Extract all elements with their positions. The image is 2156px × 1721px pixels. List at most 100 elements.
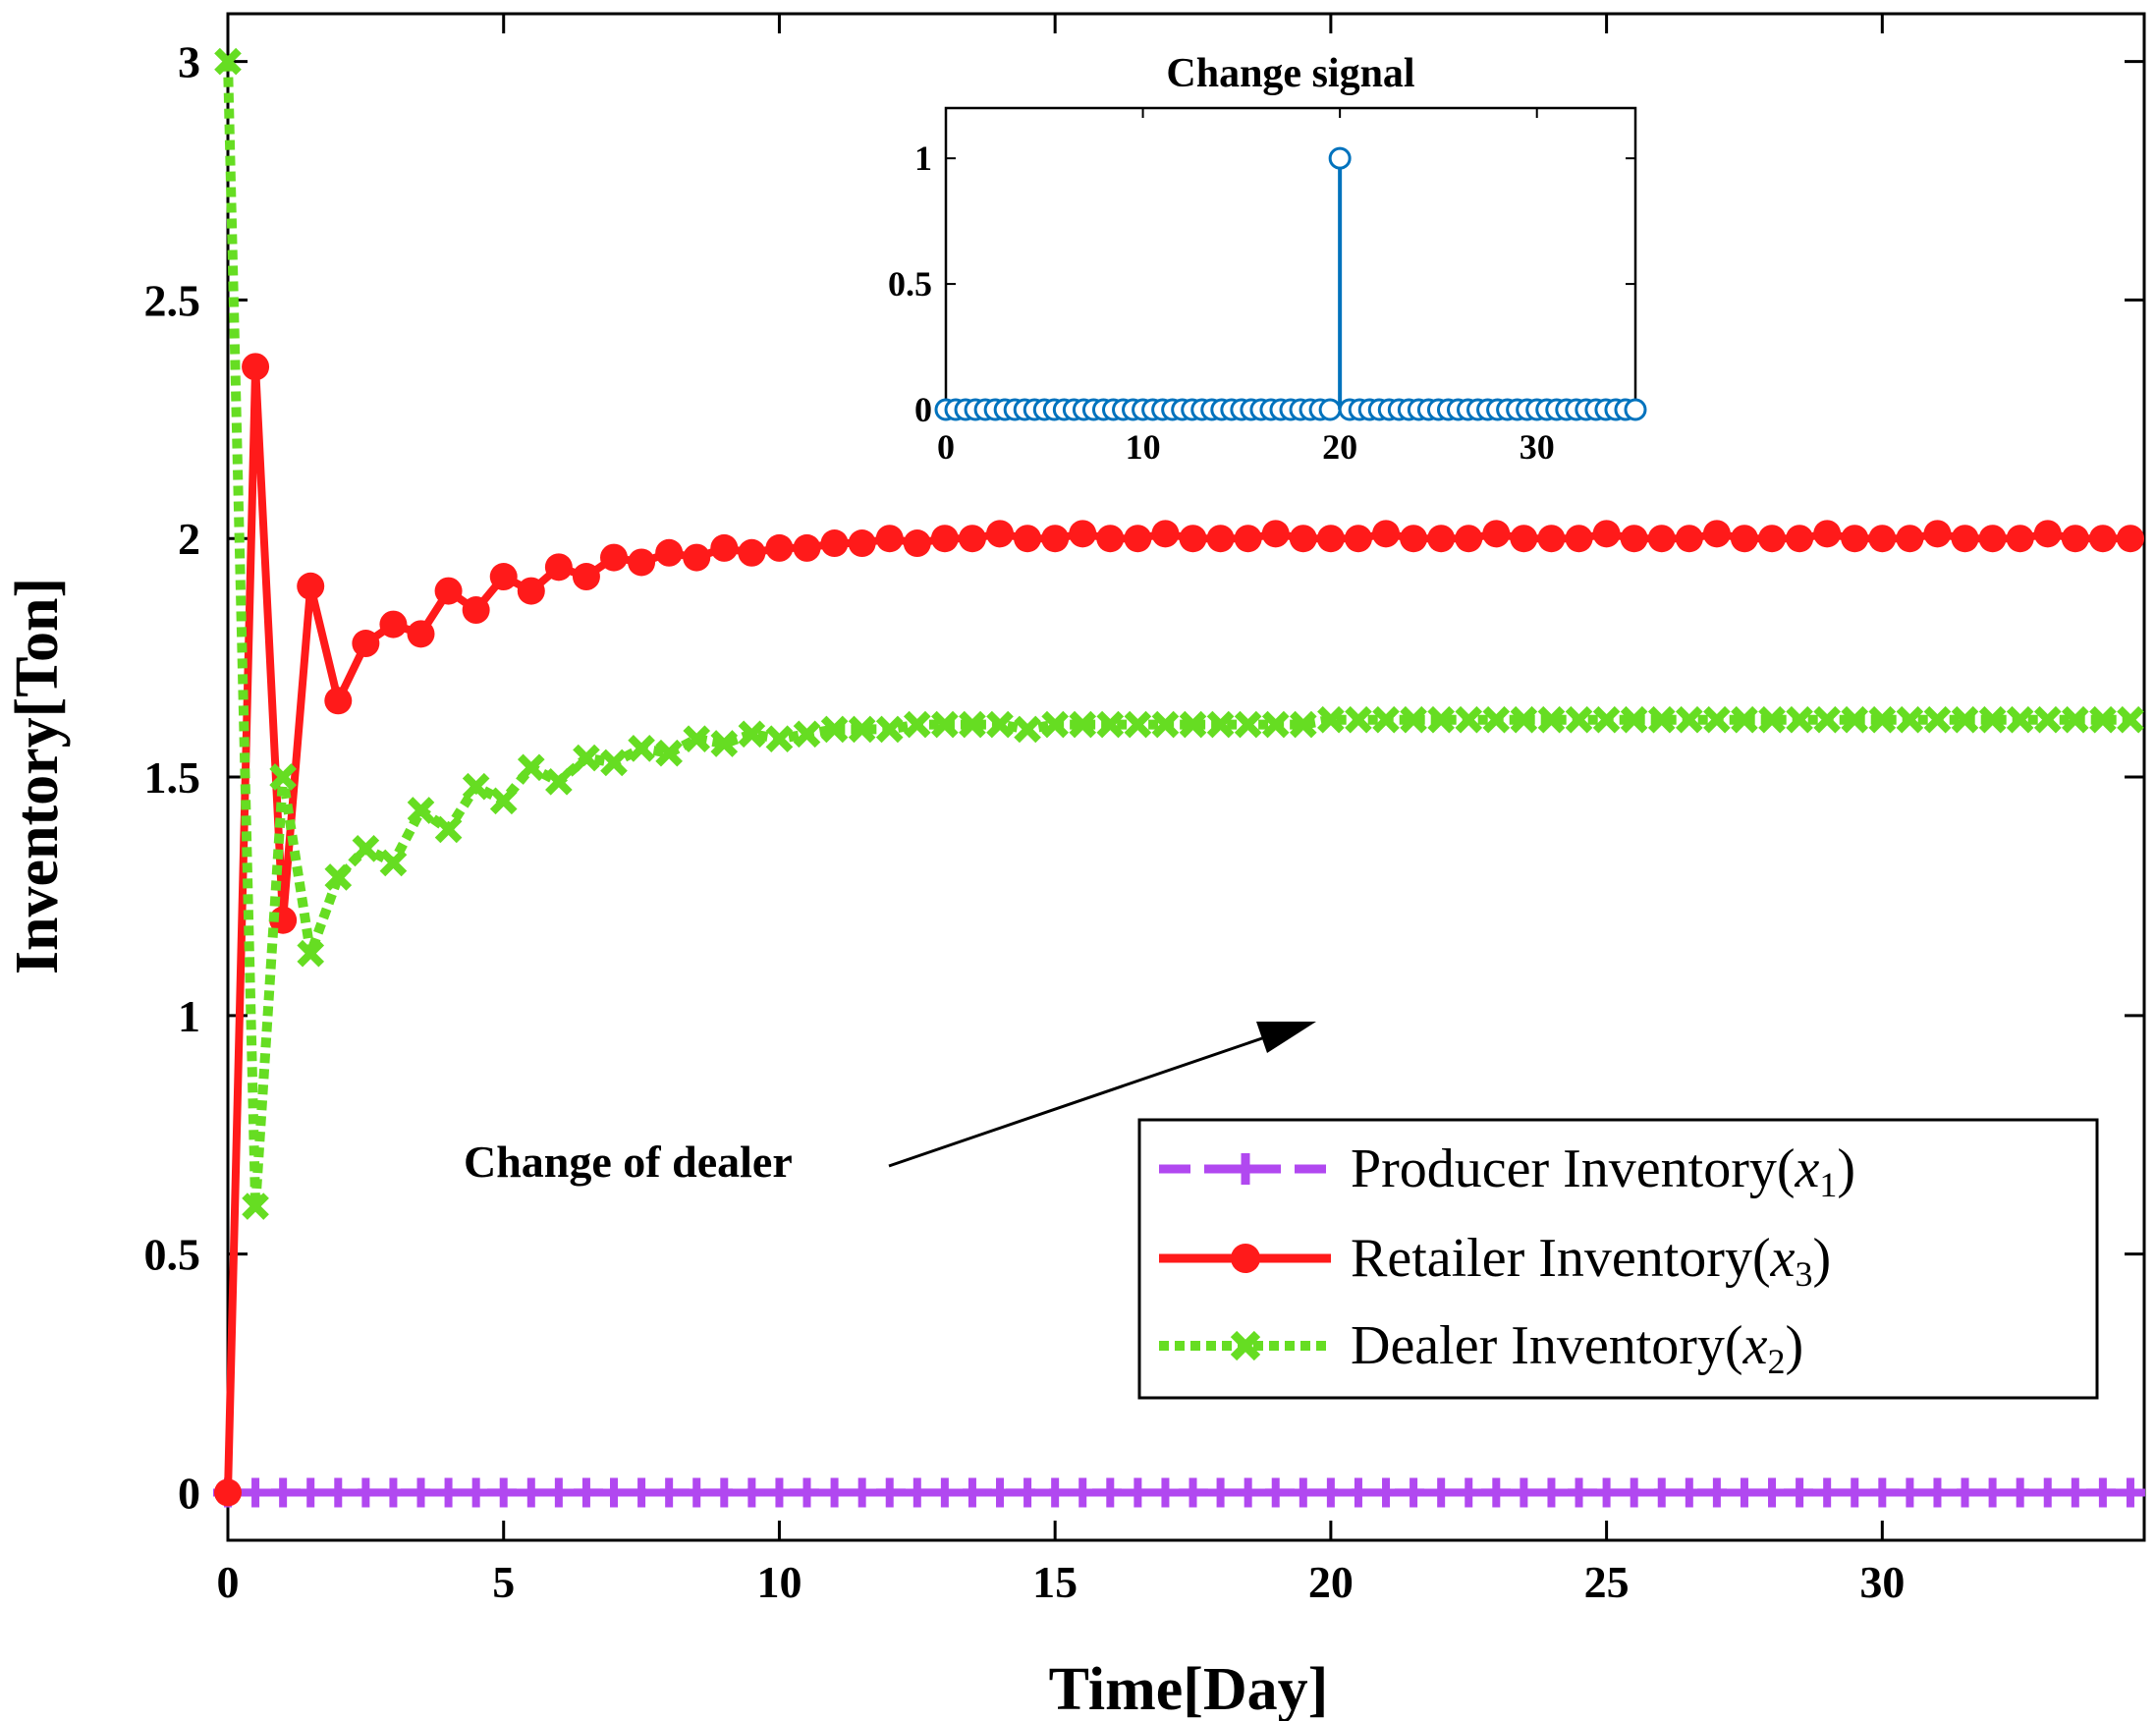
legend: Producer Inventory(x1) Retailer Inventor… [1137,1118,2099,1400]
inset-stem-marker [1624,398,1647,421]
data-point-dealer [2117,705,2144,734]
data-point-dealer [793,720,821,749]
data-point-dealer [931,710,959,739]
data-point-producer [571,1477,601,1508]
data-point-retailer [462,596,490,625]
data-point-retailer [1041,525,1070,553]
legend-marker-producer [1230,1153,1261,1185]
y-tick-label: 3 [178,37,200,87]
data-point-producer [957,1477,987,1508]
data-point-retailer [1758,525,1787,553]
data-point-retailer [1069,520,1097,548]
data-point-dealer [1758,705,1786,734]
data-point-retailer [489,563,518,591]
y-axis-title: Inventory[Ton] [4,578,71,974]
data-point-dealer [1151,710,1180,739]
data-point-retailer [1951,525,1979,553]
data-point-dealer [1510,705,1538,734]
legend-label-producer-var: x [1795,1138,1820,1199]
data-point-dealer [2061,705,2089,734]
data-point-producer [1343,1477,1373,1508]
legend-label-retailer: Retailer Inventory(x3) [1351,1228,1831,1294]
data-point-retailer [2061,525,2089,553]
inset-stems-layer [934,146,1647,421]
data-point-producer [1646,1477,1677,1508]
inset-y-tick-label: 0.5 [888,264,932,304]
data-point-dealer [655,739,683,767]
data-point-dealer [1537,705,1566,734]
inset-chart: Change signal 0 10 20 30 0 0.5 1 [888,51,1647,467]
data-point-producer [627,1477,657,1508]
data-point-producer [819,1477,850,1508]
data-point-dealer [2033,705,2062,734]
data-point-retailer [2006,525,2034,553]
series-line-retailer [224,362,2130,1493]
data-point-dealer [269,763,297,791]
inset-x-tick-label: 10 [1126,427,1161,467]
legend-entry-producer: Producer Inventory(x1) [1159,1138,1855,1204]
data-point-producer [1840,1477,1870,1508]
annotation: Change of dealer [464,1022,1316,1187]
data-point-retailer [1537,525,1566,553]
data-point-dealer [352,835,380,862]
data-point-dealer [1289,710,1317,739]
data-point-producer [709,1477,740,1508]
data-point-retailer [848,529,876,558]
data-point-producer [1399,1477,1429,1508]
data-point-retailer [1565,525,1593,553]
inset-stem-marker [1328,146,1352,170]
data-point-retailer [986,520,1015,548]
data-point-dealer [545,768,573,796]
data-point-dealer [1703,705,1731,734]
legend-marker-dealer [1230,1330,1261,1361]
data-point-dealer [1592,705,1621,734]
inset-background [946,108,1635,410]
data-point-retailer [1124,525,1152,553]
x-tick-label: 30 [1859,1557,1905,1607]
data-point-dealer [1179,710,1207,739]
data-point-producer [1895,1477,1925,1508]
data-point-retailer [628,548,656,577]
y-tick-label: 1 [178,991,200,1041]
legend-label-retailer-suffix: ) [1812,1228,1831,1289]
data-point-dealer [1372,705,1400,734]
data-point-dealer [1565,705,1593,734]
annotation-arrow [888,1036,1263,1168]
data-point-dealer [1261,710,1290,739]
data-point-producer [902,1477,932,1508]
data-point-producer [1674,1477,1704,1508]
data-point-retailer [242,353,270,381]
data-point-producer [1426,1477,1457,1508]
data-point-producer [351,1477,381,1508]
data-point-retailer [1289,525,1317,553]
data-point-dealer [1069,710,1097,739]
data-point-retailer [903,529,931,558]
data-point-dealer [1345,705,1372,734]
legend-entry-dealer: Dealer Inventory(x2) [1159,1315,1803,1381]
data-point-dealer [434,815,463,844]
legend-label-dealer-sub: 2 [1767,1342,1785,1381]
data-point-producer [1564,1477,1594,1508]
x-tick-label: 0 [217,1557,240,1607]
data-point-retailer [1179,525,1207,553]
data-point-dealer [1978,705,2007,734]
data-point-producer [1178,1477,1208,1508]
data-point-retailer [1427,525,1456,553]
data-point-dealer [573,744,600,772]
inset-stem-marker [1318,398,1342,421]
legend-label-dealer: Dealer Inventory(x2) [1351,1315,1803,1381]
legend-label-dealer-var: x [1742,1315,1768,1376]
legend-marker-retailer [1231,1244,1260,1273]
data-point-producer [874,1477,905,1508]
data-point-retailer [572,563,600,591]
data-point-retailer [820,529,849,558]
data-point-retailer [517,577,545,605]
data-point-dealer [297,939,325,968]
inset-x-tick-label: 0 [937,427,955,467]
data-point-dealer [1841,705,1869,734]
data-point-retailer [1702,520,1731,548]
data-point-producer [1233,1477,1263,1508]
data-point-dealer [903,710,931,739]
data-point-producer [1619,1477,1649,1508]
